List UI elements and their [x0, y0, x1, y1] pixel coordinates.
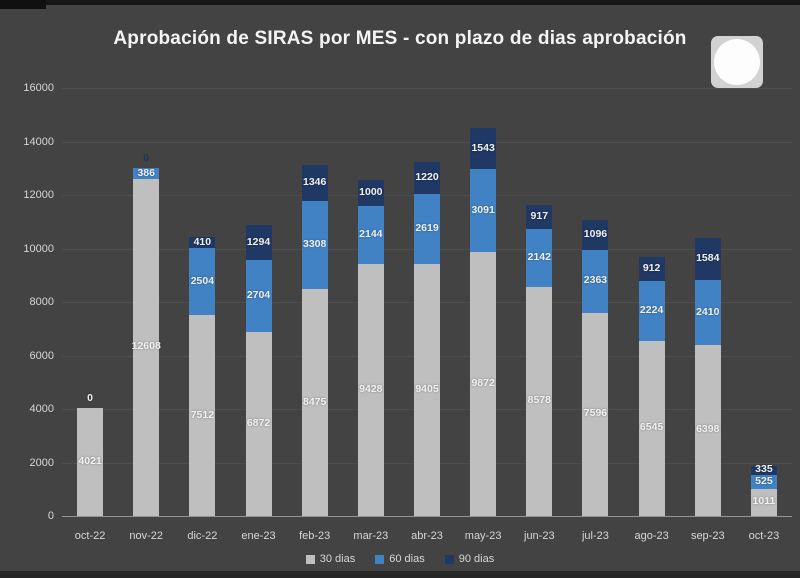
bar-value-label: 0	[143, 152, 150, 165]
y-axis-tick-label: 4000	[29, 403, 54, 415]
bar-segment-30-dias	[77, 408, 104, 516]
x-axis-tick-label: may-23	[464, 530, 502, 542]
bar-segment-30-dias	[638, 340, 665, 516]
y-axis-tick-label: 0	[47, 510, 54, 522]
legend-swatch-icon	[444, 554, 454, 564]
gridline	[62, 141, 792, 143]
bar-segment-60-dias	[470, 169, 497, 252]
bar-segment-30-dias	[189, 315, 216, 516]
bar-segment-90-dias	[526, 204, 553, 230]
bar-segment-30-dias	[750, 488, 777, 516]
x-axis-tick-label: oct-23	[748, 530, 780, 542]
chart-title: Aprobación de SIRAS por MES - con plazo …	[113, 28, 687, 49]
x-axis-tick-label: abr-23	[411, 530, 443, 542]
legend-label: 30 dias	[319, 553, 356, 565]
bar-segment-90-dias	[582, 220, 609, 250]
x-axis-tick-label: jun-23	[524, 530, 555, 542]
bar-segment-30-dias	[470, 251, 497, 516]
bar-segment-60-dias	[133, 168, 160, 179]
x-axis-tick-label: nov-22	[129, 530, 164, 542]
bar-segment-60-dias	[526, 229, 553, 287]
x-axis-tick-label: oct-22	[74, 530, 106, 542]
y-axis-tick-label: 16000	[23, 82, 54, 94]
gridline	[62, 88, 792, 89]
bar-segment-90-dias	[301, 164, 328, 201]
x-axis-tick-label: ene-23	[241, 530, 276, 542]
legend-swatch-icon	[305, 554, 315, 564]
bar-segment-30-dias	[245, 332, 272, 516]
chart-legend: 30 dias 60 dias 90 dias	[0, 553, 800, 565]
legend-label: 90 dias	[458, 553, 495, 565]
y-axis-tick-label: 10000	[23, 242, 54, 255]
bar-segment-90-dias	[750, 465, 777, 475]
bar-segment-30-dias	[357, 263, 384, 516]
top-edge-strip	[0, 0, 800, 5]
bar-segment-60-dias	[357, 206, 384, 264]
bottom-edge-strip	[0, 571, 800, 578]
x-axis-tick-label: jul-23	[581, 530, 609, 542]
bar-segment-60-dias	[189, 248, 216, 316]
top-left-mark	[0, 0, 46, 9]
x-axis-tick-label: ago-23	[634, 530, 669, 542]
legend-label: 60 dias	[389, 553, 425, 565]
bar-segment-90-dias	[245, 225, 272, 260]
legend-swatch-icon	[375, 554, 385, 564]
bar-segment-30-dias	[133, 178, 160, 516]
bar-segment-60-dias	[638, 281, 665, 341]
camera-overlay-box	[711, 36, 763, 88]
bar-segment-90-dias	[357, 179, 384, 207]
x-axis-line	[62, 516, 792, 517]
legend-item-90-dias: 90 dias	[444, 553, 495, 565]
bar-segment-90-dias	[638, 257, 665, 282]
x-axis-tick-label: dic-22	[187, 530, 218, 542]
bar-segment-60-dias	[245, 259, 272, 333]
legend-item-60-dias: 60 dias	[375, 553, 425, 565]
y-axis-tick-label: 8000	[29, 296, 54, 308]
bar-segment-90-dias	[189, 237, 216, 249]
bar-segment-60-dias	[694, 280, 721, 345]
y-axis-tick-label: 12000	[23, 189, 54, 201]
x-axis-tick-label: mar-23	[353, 530, 389, 542]
y-axis-tick-label: 14000	[23, 135, 54, 148]
bar-segment-30-dias	[414, 264, 440, 516]
bar-segment-30-dias	[694, 344, 721, 516]
legend-item-30-dias: 30 dias	[305, 553, 356, 565]
bar-segment-90-dias	[414, 161, 440, 195]
bar-segment-60-dias	[301, 200, 328, 290]
bar-segment-30-dias	[526, 286, 553, 516]
bar-segment-60-dias	[750, 474, 777, 489]
camera-circle-icon	[714, 39, 760, 85]
y-axis-tick-label: 6000	[29, 349, 54, 362]
bar-segment-60-dias	[414, 194, 440, 265]
bar-segment-90-dias	[694, 238, 721, 281]
x-axis-tick-label: feb-23	[299, 530, 331, 542]
bar-segment-30-dias	[582, 312, 609, 516]
bar-value-label: 0	[87, 392, 93, 405]
bar-segment-60-dias	[582, 249, 609, 313]
bar-segment-90-dias	[470, 127, 497, 170]
y-axis-tick-label: 2000	[29, 456, 54, 469]
x-axis-tick-label: sep-23	[690, 530, 725, 542]
bar-segment-30-dias	[301, 289, 328, 516]
